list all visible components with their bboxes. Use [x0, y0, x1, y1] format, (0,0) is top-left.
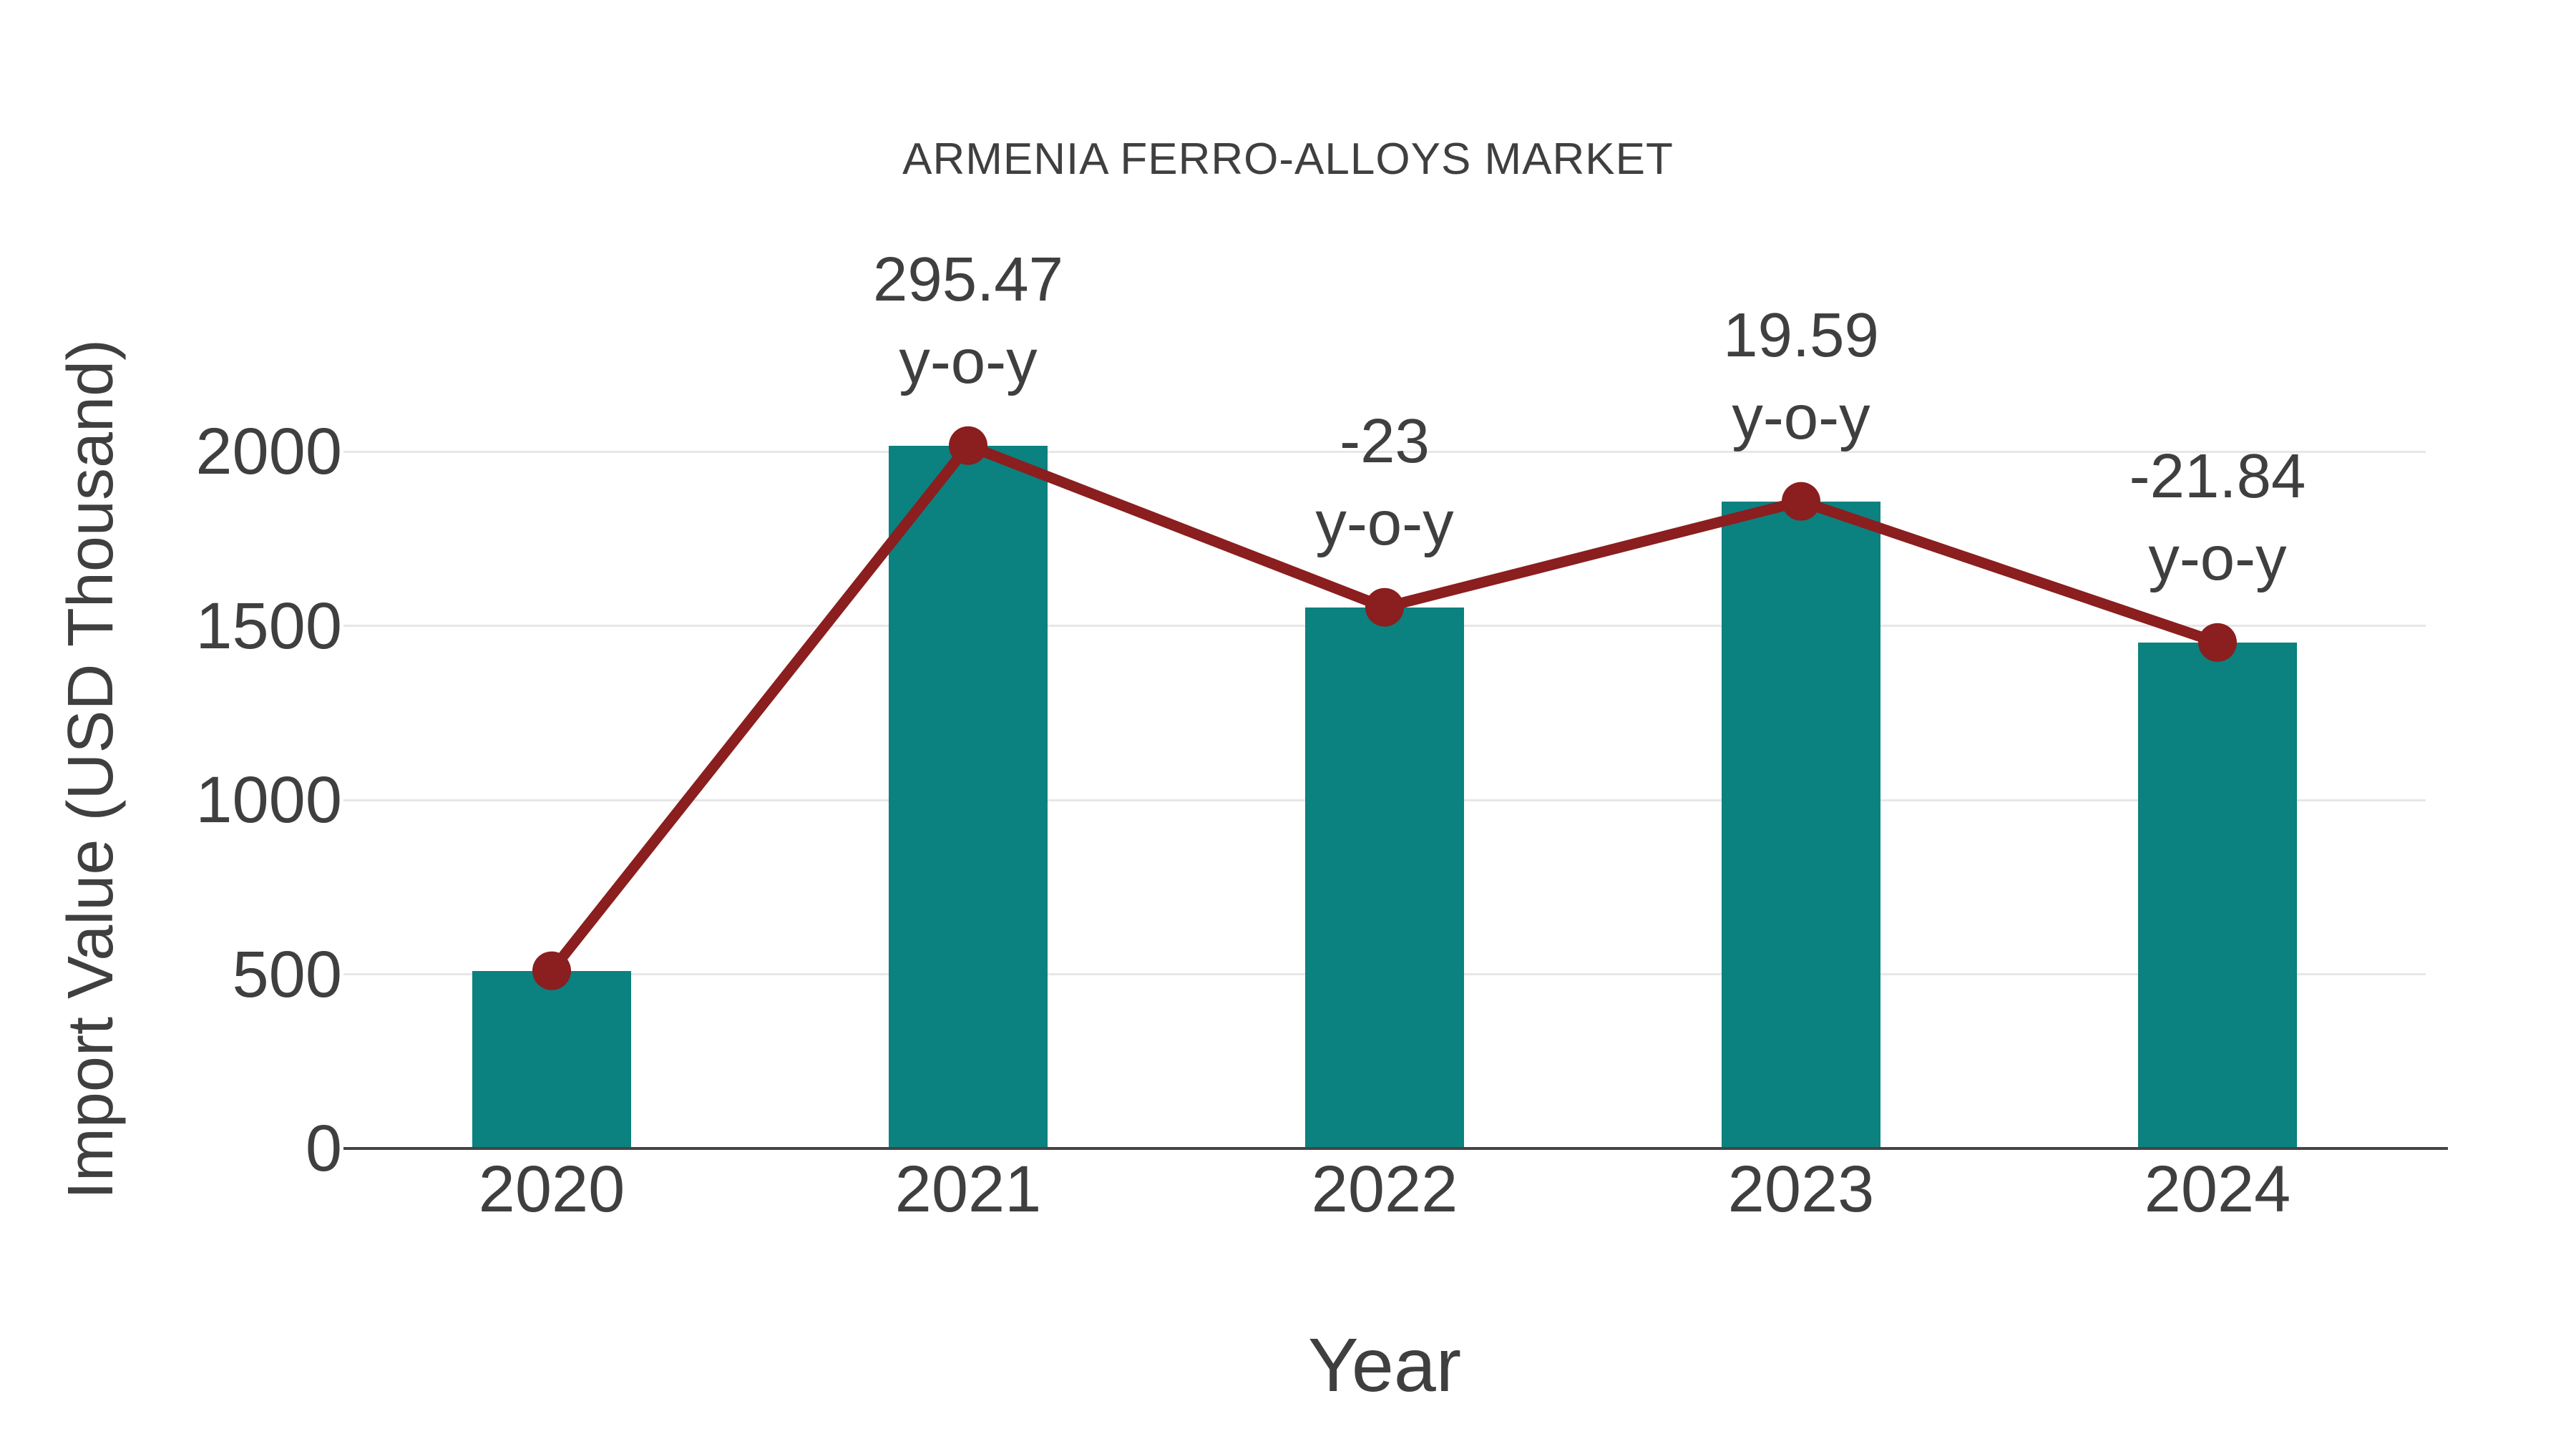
y-tick-label-2000: 2000	[195, 415, 342, 488]
annotation-2024: -21.84 y-o-y	[1989, 435, 2446, 600]
y-tick-label-0: 0	[305, 1112, 342, 1185]
annotation-2022: -23 y-o-y	[1156, 400, 1614, 565]
bar-2023	[1722, 501, 1880, 1148]
annotation-2021: 295.47 y-o-y	[739, 238, 1197, 403]
x-tick-label-2021: 2021	[894, 1153, 1042, 1226]
x-tick-label-2022: 2022	[1311, 1153, 1458, 1226]
bar-2020	[472, 970, 631, 1148]
y-tick-label-500: 500	[232, 937, 343, 1011]
x-tick-label-2024: 2024	[2144, 1153, 2291, 1226]
y-tick-label-1000: 1000	[195, 763, 342, 836]
annotation-unit: y-o-y	[899, 326, 1038, 396]
x-axis-line	[343, 1147, 2448, 1150]
bar-2024	[2138, 642, 2297, 1148]
annotation-unit: y-o-y	[2148, 523, 2287, 593]
y-tick-label-1500: 1500	[195, 589, 342, 663]
chart-title: ARMENIA FERRO-ALLOYS MARKET	[902, 135, 1674, 184]
annotation-value: -23	[1340, 406, 1430, 476]
x-axis-title: Year	[1307, 1323, 1462, 1407]
annotation-unit: y-o-y	[1732, 382, 1870, 452]
annotation-value: 295.47	[872, 244, 1064, 314]
bar-2021	[889, 445, 1048, 1148]
annotation-unit: y-o-y	[1315, 488, 1454, 558]
annotation-2023: 19.59 y-o-y	[1572, 294, 2030, 459]
annotation-value: 19.59	[1723, 300, 1879, 370]
x-tick-label-2020: 2020	[478, 1153, 625, 1226]
bar-2022	[1305, 607, 1464, 1148]
annotation-value: -21.84	[2129, 441, 2306, 511]
x-tick-label-2023: 2023	[1727, 1153, 1875, 1226]
